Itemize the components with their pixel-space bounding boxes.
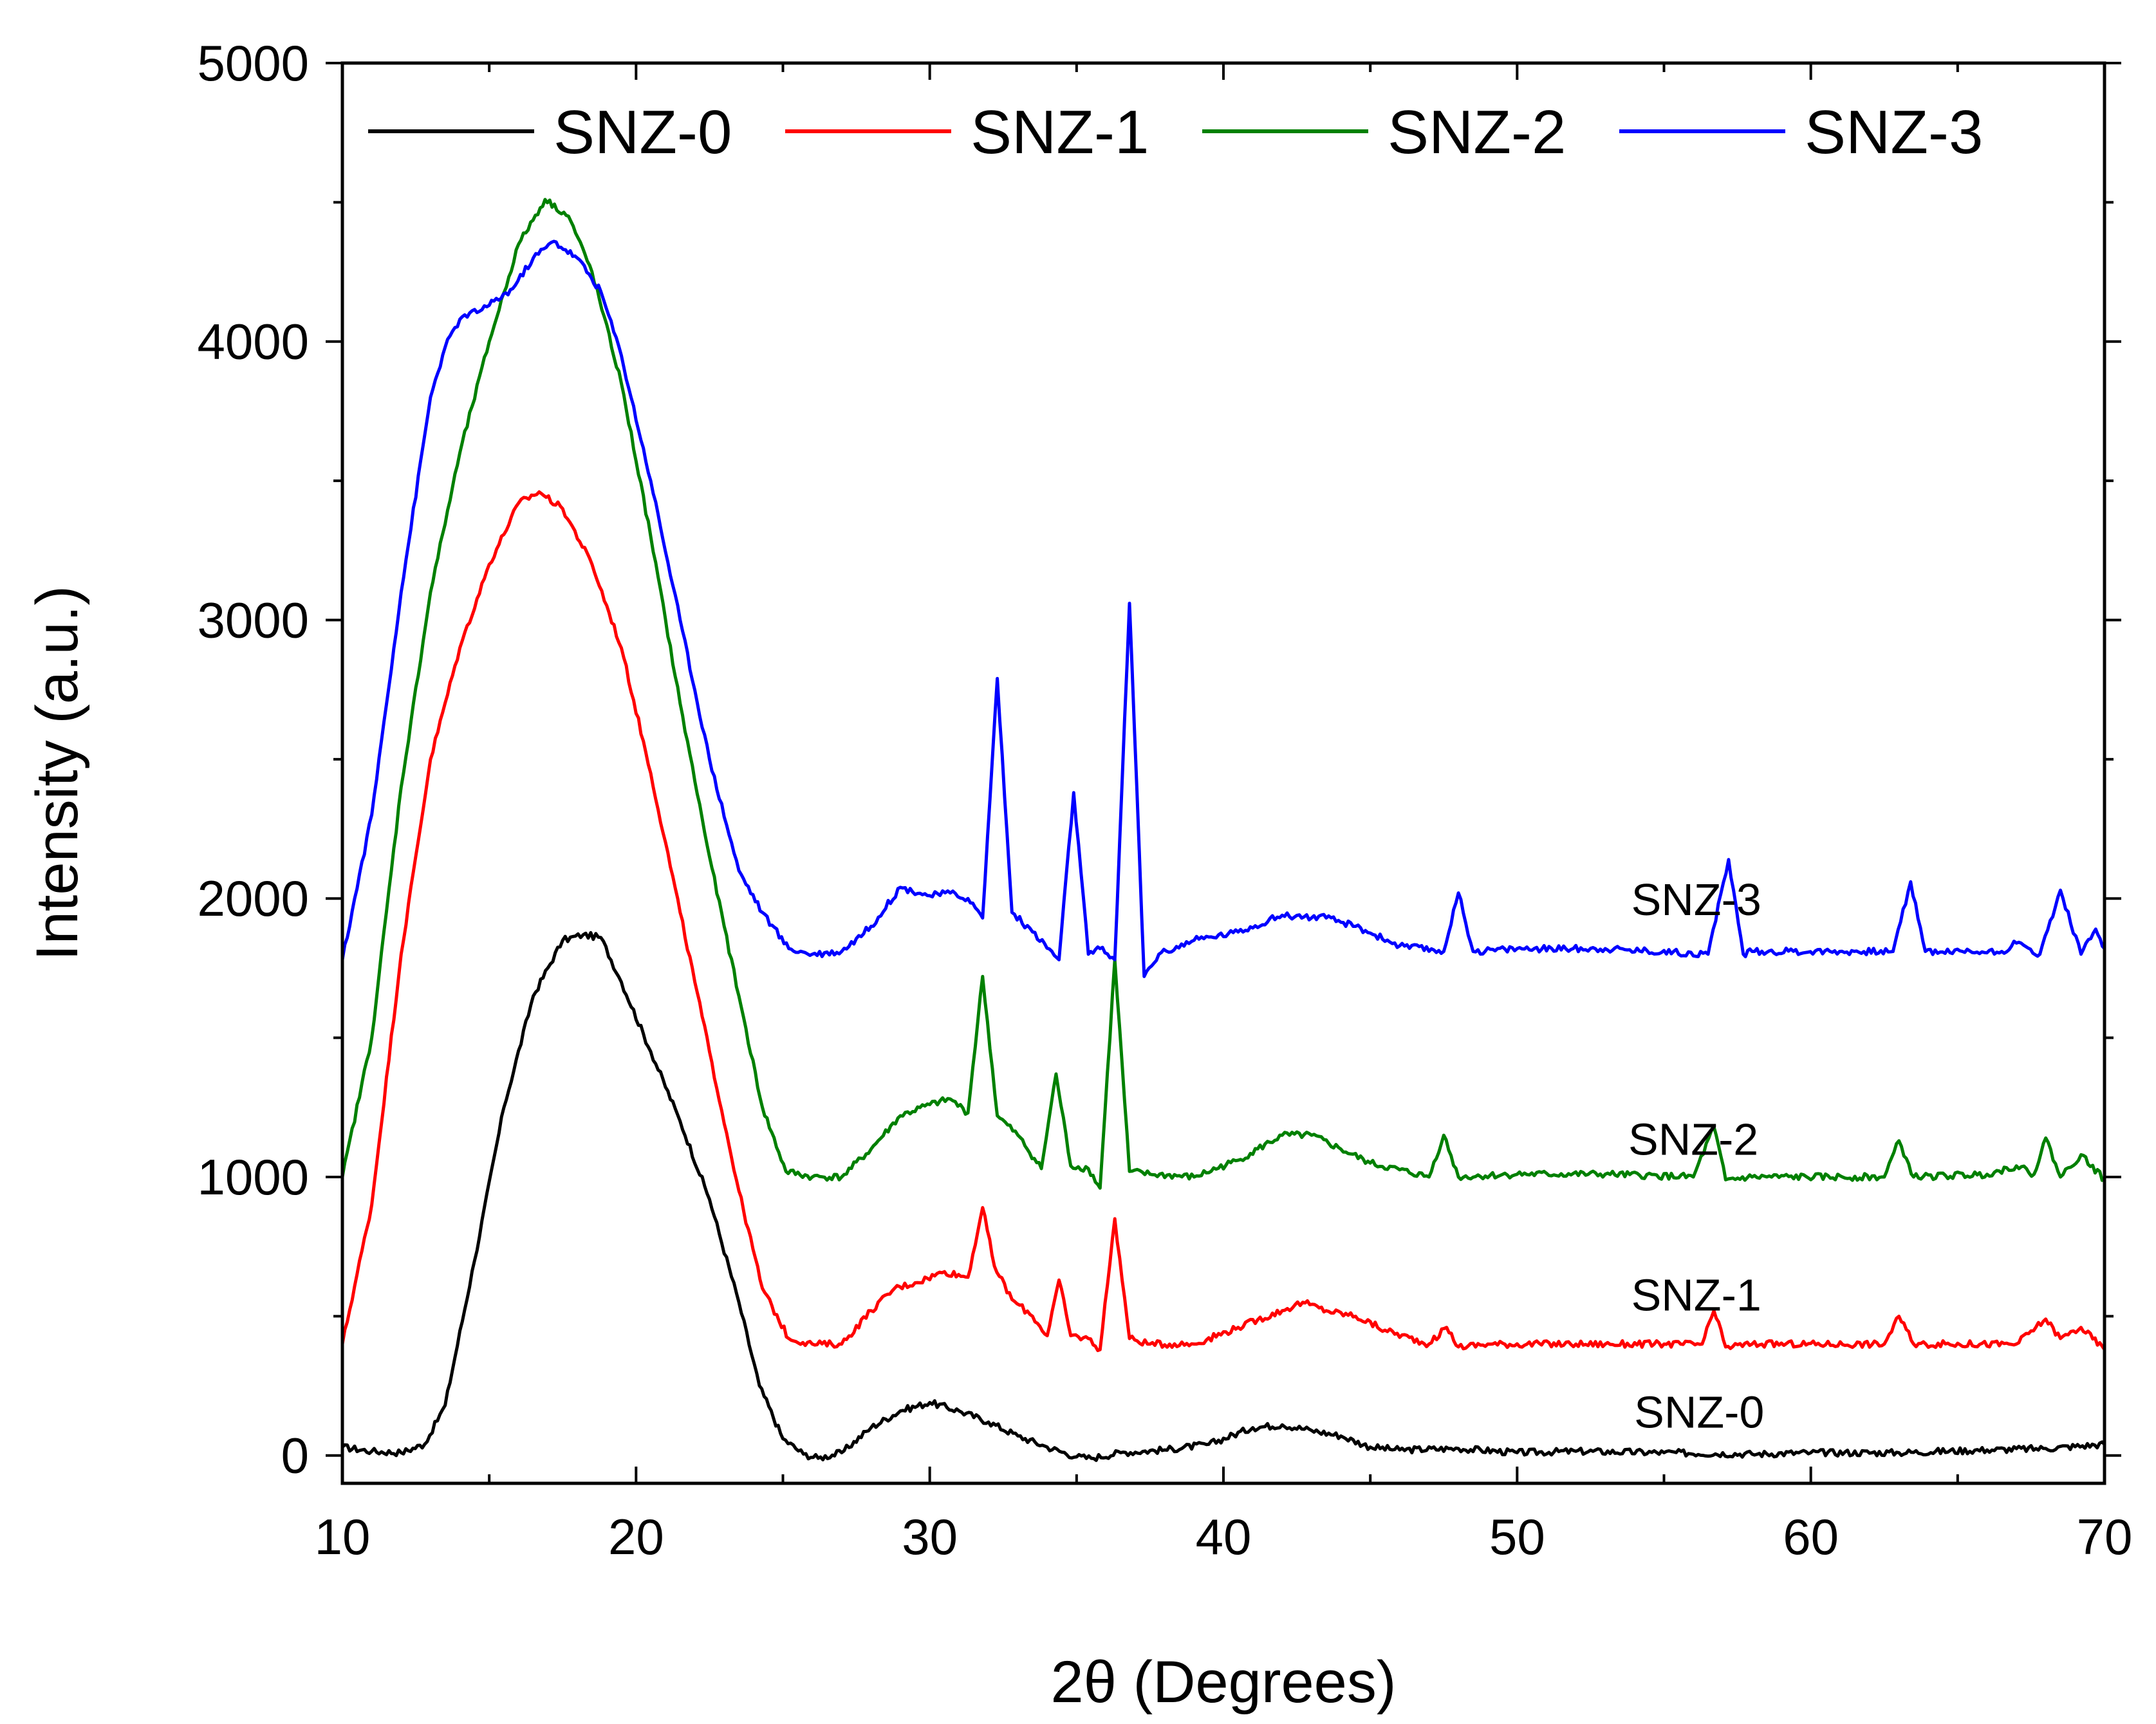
y-tick-label: 4000 (197, 313, 309, 370)
y-tick-label: 5000 (197, 35, 309, 91)
series-layer (340, 198, 2106, 1462)
series-line-snz-3 (340, 239, 2106, 978)
series-label-snz-3: SNZ-3 (1631, 875, 1761, 925)
legend: SNZ-0 SNZ-1 SNZ-2 SNZ-3 (368, 98, 1983, 167)
series-label-layer: SNZ-0 SNZ-1 SNZ-2 SNZ-3 (1628, 875, 1764, 1437)
legend-label-snz-3: SNZ-3 (1805, 98, 1983, 167)
x-axis-title: 2θ (Degrees) (1051, 1649, 1397, 1715)
y-axis-title: Intensity (a.u.) (24, 586, 90, 961)
series-line-snz-1 (340, 490, 2106, 1353)
series-label-snz-2: SNZ-2 (1628, 1114, 1758, 1164)
y-tick-label: 1000 (197, 1149, 309, 1205)
x-tick-label: 20 (608, 1508, 664, 1565)
series-label-snz-1: SNZ-1 (1631, 1270, 1761, 1321)
x-tick-label: 40 (1196, 1508, 1252, 1565)
legend-label-snz-2: SNZ-2 (1388, 98, 1566, 167)
x-tick-label: 50 (1489, 1508, 1545, 1565)
y-tick-label: 3000 (197, 591, 309, 648)
x-tick-label: 30 (902, 1508, 958, 1565)
tick-layer (326, 62, 2121, 1483)
series-label-snz-0: SNZ-0 (1634, 1387, 1764, 1437)
x-tick-label: 60 (1783, 1508, 1839, 1565)
y-tick-label: 2000 (197, 870, 309, 927)
x-tick-label: 70 (2077, 1508, 2133, 1565)
series-line-snz-0 (341, 931, 2106, 1462)
y-tick-label: 0 (281, 1427, 309, 1484)
legend-label-snz-1: SNZ-1 (971, 98, 1149, 167)
legend-label-snz-0: SNZ-0 (553, 98, 732, 167)
x-tick-label: 10 (315, 1508, 371, 1565)
tick-label-layer: 10 20 30 40 50 60 70 0 1000 2000 3000 4000 5000 (197, 35, 2132, 1565)
series-line-snz-2 (340, 198, 2105, 1190)
